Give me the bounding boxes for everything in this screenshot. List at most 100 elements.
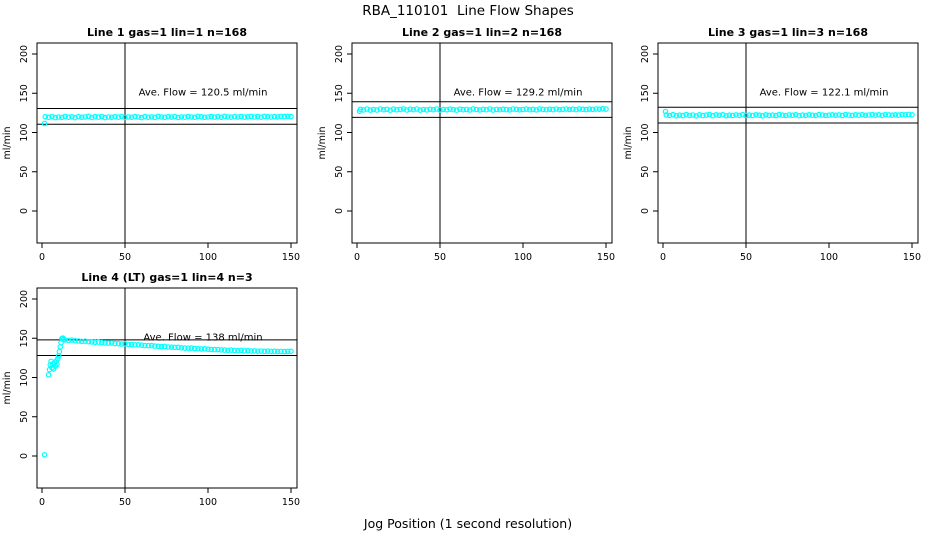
data-point: [476, 107, 483, 113]
x-tick-label: 50: [119, 252, 131, 263]
data-point: [218, 114, 225, 121]
data-point: [776, 111, 783, 118]
data-point: [198, 346, 205, 352]
data-point: [839, 112, 846, 119]
data-point: [118, 341, 125, 347]
data-point: [746, 112, 753, 118]
data-point: [89, 339, 95, 345]
data-point: [536, 106, 543, 112]
data-point: [92, 113, 98, 120]
data-point: [467, 107, 473, 113]
data-point: [215, 346, 221, 353]
data-point: [271, 113, 278, 120]
data-point: [676, 112, 683, 119]
data-point: [759, 113, 766, 119]
y-tick-label: 150: [19, 84, 30, 102]
data-point: [201, 114, 208, 121]
data-point: [158, 343, 165, 350]
data-point: [268, 348, 274, 355]
data-point: [782, 112, 789, 119]
y-tick-label: 100: [640, 123, 651, 141]
data-point: [42, 113, 49, 120]
data-point: [696, 112, 703, 118]
data-point: [430, 106, 437, 113]
data-point: [182, 345, 188, 351]
data-point: [713, 112, 719, 118]
x-tick-label: 150: [597, 252, 615, 263]
data-point: [865, 112, 872, 118]
data-point: [357, 106, 364, 113]
data-point: [680, 112, 686, 119]
data-point: [374, 107, 380, 113]
data-point: [274, 348, 281, 355]
data-point: [603, 106, 609, 112]
data-point: [407, 106, 413, 113]
data-point: [756, 112, 763, 119]
data-point: [95, 114, 102, 120]
data-point: [62, 113, 68, 120]
data-point: [102, 114, 108, 121]
data-point: [546, 106, 553, 113]
data-point: [726, 112, 733, 119]
data-point: [115, 114, 122, 121]
data-point: [526, 106, 533, 113]
data-point: [719, 111, 726, 118]
data-point: [599, 106, 606, 112]
data-point: [403, 107, 410, 113]
data-point: [533, 107, 540, 113]
data-point: [155, 113, 162, 120]
data-point: [437, 107, 443, 113]
y-tick-label: 200: [640, 45, 651, 63]
data-point: [869, 111, 876, 118]
data-point: [796, 112, 802, 119]
data-point: [261, 348, 268, 355]
data-point: [513, 106, 520, 113]
data-point: [447, 106, 453, 112]
data-point: [251, 114, 258, 120]
data-point: [102, 340, 108, 346]
data-point: [779, 112, 786, 119]
data-point: [65, 114, 72, 121]
x-tick-label: 0: [39, 497, 45, 508]
data-point: [142, 113, 148, 120]
data-point: [885, 112, 892, 118]
data-point: [802, 112, 809, 119]
data-point: [553, 106, 560, 112]
data-point: [185, 345, 191, 352]
data-point: [271, 348, 278, 355]
data-point: [773, 112, 779, 119]
data-point: [393, 107, 400, 113]
data-point: [483, 106, 490, 113]
plot-border: [36, 42, 298, 244]
data-point: [433, 106, 440, 112]
y-tick-label: 50: [19, 166, 30, 178]
data-point: [75, 113, 82, 120]
data-point: [812, 112, 819, 119]
data-point: [62, 337, 68, 343]
data-point: [899, 111, 905, 118]
y-tick-label: 200: [19, 45, 30, 63]
data-point: [211, 114, 218, 120]
data-point: [135, 114, 142, 120]
data-point: [57, 344, 64, 350]
data-point: [238, 113, 245, 120]
data-point: [112, 340, 118, 347]
data-point: [205, 346, 211, 353]
data-point: [52, 114, 59, 121]
data-point: [556, 106, 563, 113]
data-point: [693, 113, 700, 119]
data-point: [786, 112, 793, 118]
data-point: [400, 106, 407, 112]
x-tick-label: 50: [434, 252, 446, 263]
data-point: [152, 114, 158, 121]
data-point: [736, 112, 743, 119]
x-tick-label: 100: [820, 252, 838, 263]
data-point: [583, 106, 589, 113]
data-point: [846, 112, 852, 118]
data-point: [208, 113, 215, 120]
data-point: [463, 106, 470, 113]
data-point: [55, 114, 62, 120]
data-point: [427, 106, 433, 113]
